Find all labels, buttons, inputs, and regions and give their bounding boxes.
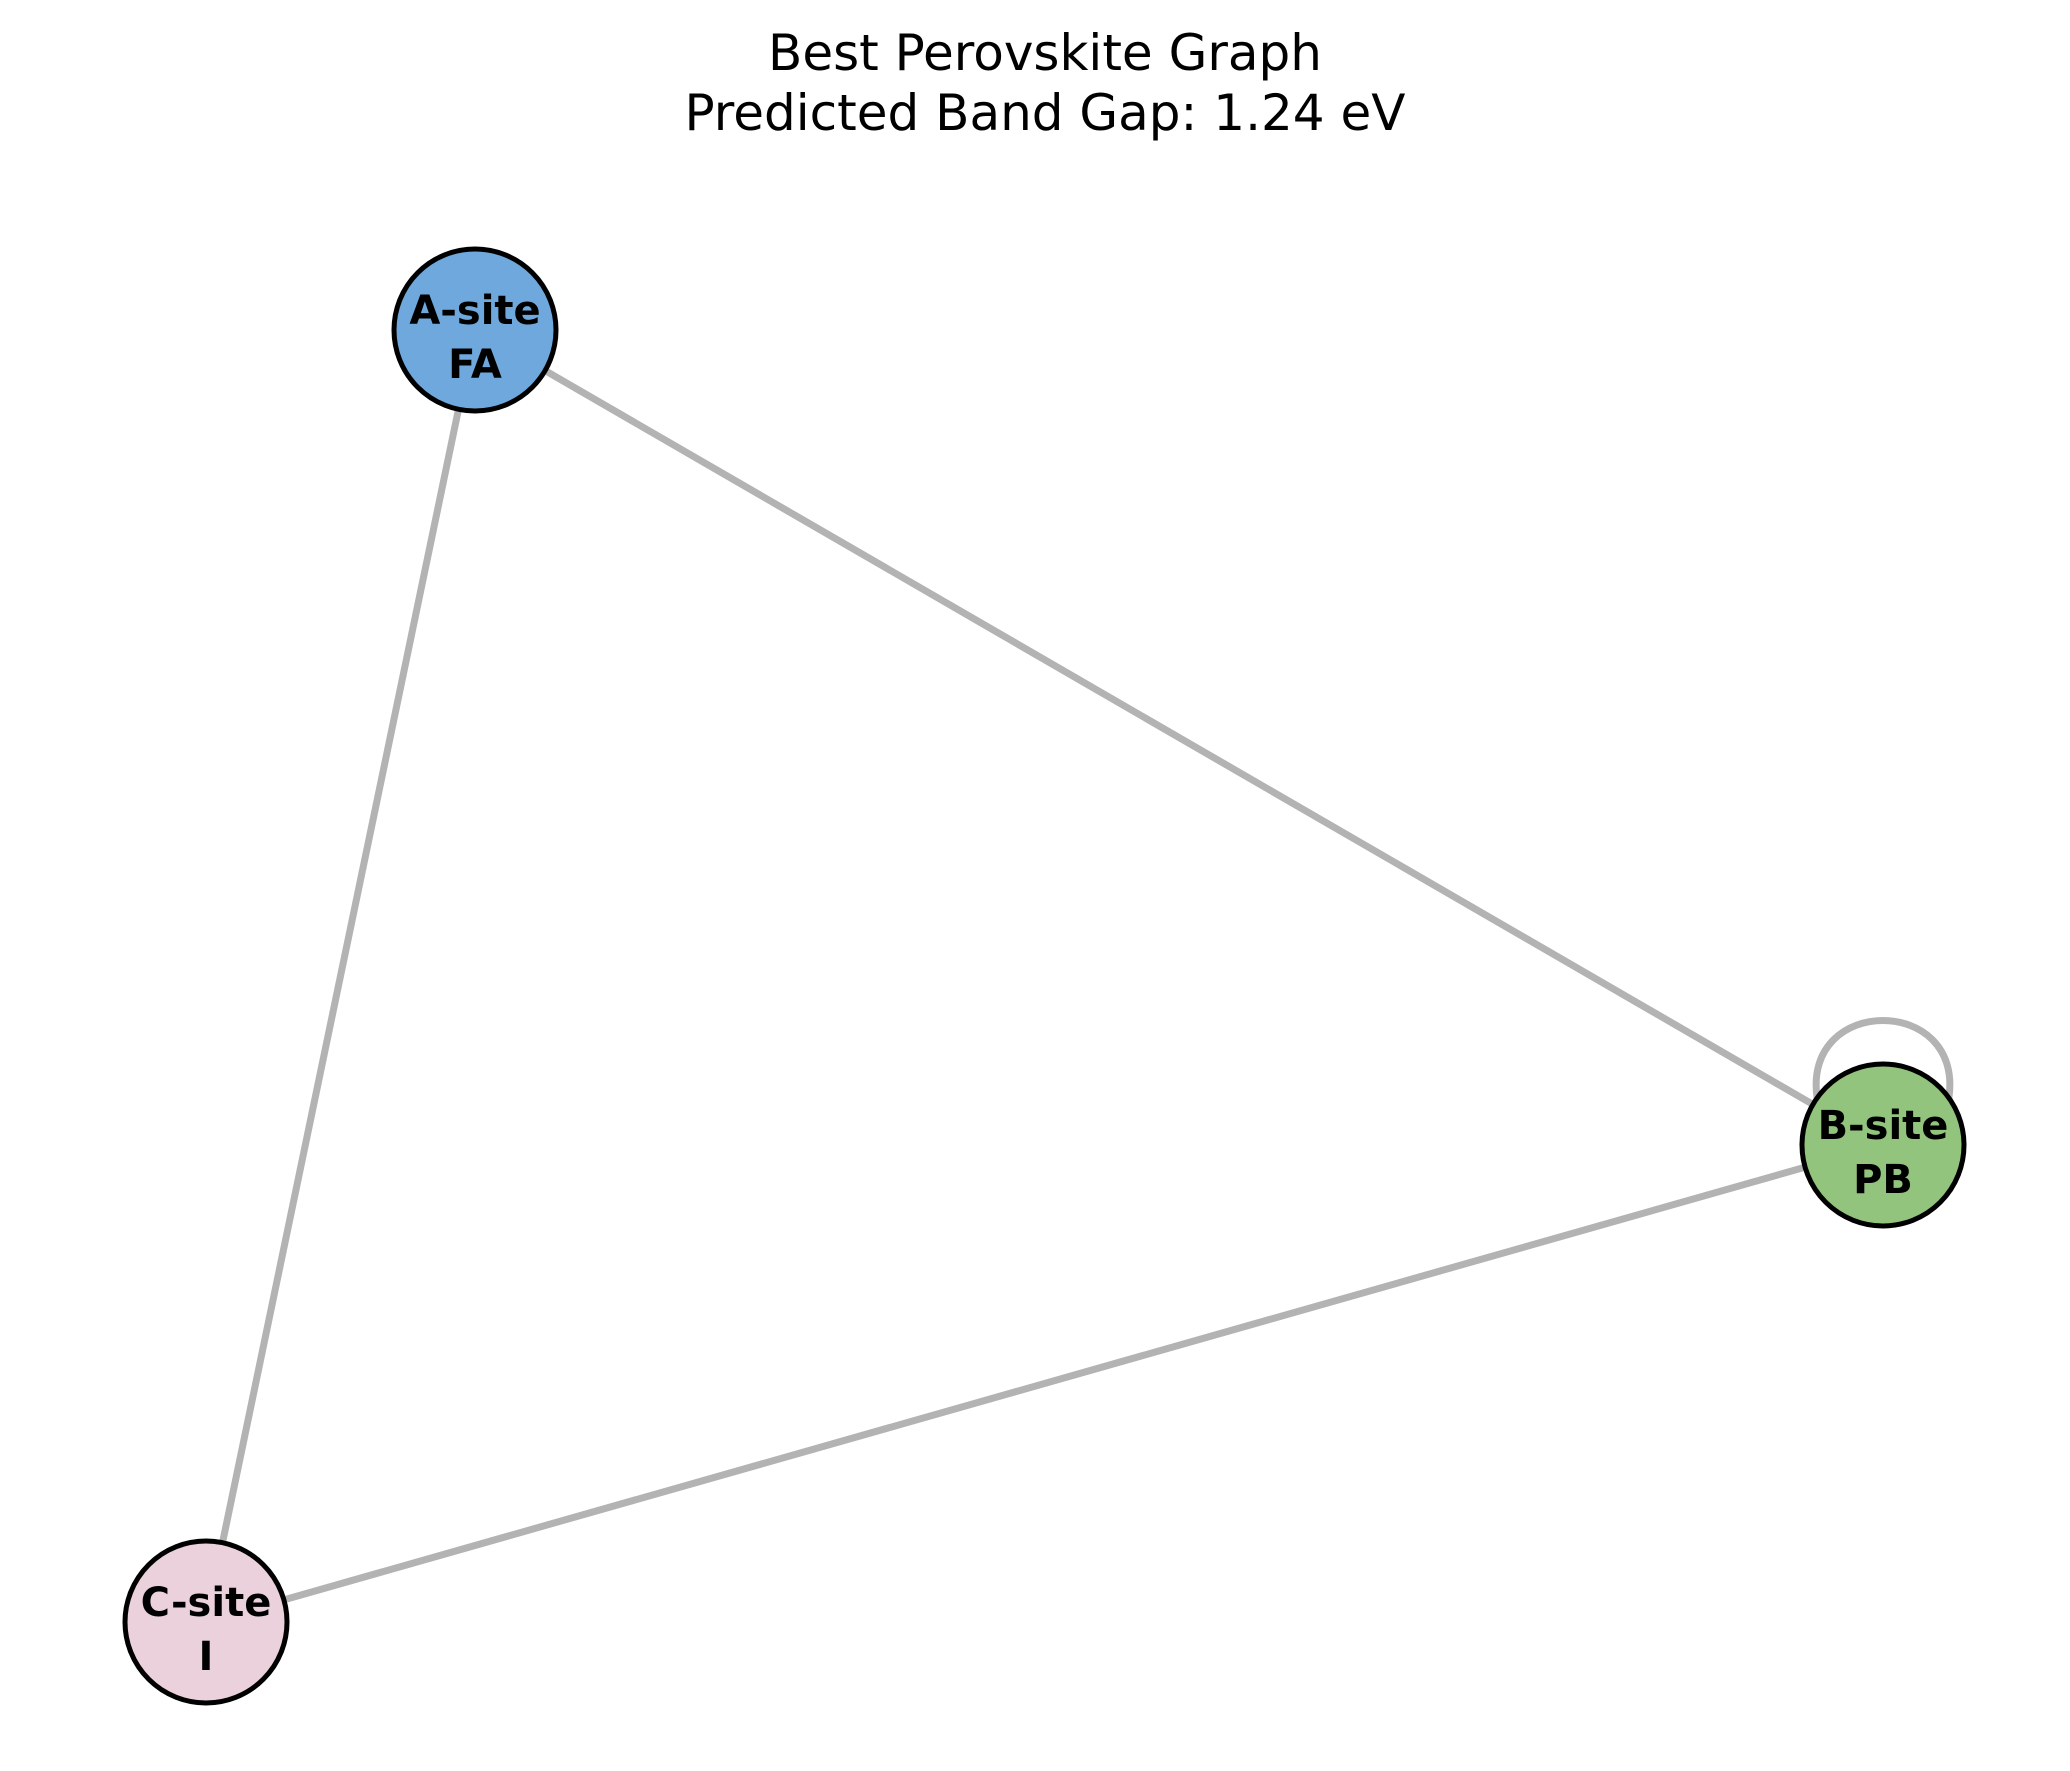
chart-title: Best Perovskite Graph Predicted Band Gap… [685, 24, 1406, 142]
node-b-species-label: PB [1853, 1157, 1913, 1203]
node-b-site-label: B-site [1818, 1103, 1949, 1149]
edge-b-c [202, 1141, 1887, 1626]
title-line-1: Best Perovskite Graph [768, 24, 1322, 82]
title-line-2: Predicted Band Gap: 1.24 eV [685, 84, 1406, 142]
node-c-site-label: C-site [141, 1580, 272, 1626]
node-b-site: B-site PB [1799, 1061, 1967, 1229]
node-a-species-label: FA [448, 342, 502, 388]
edge-b-self-loop [1812, 1017, 1954, 1101]
node-b-circle [1799, 1061, 1967, 1229]
edge-a-b [471, 326, 1887, 1149]
node-c-circle [122, 1538, 290, 1706]
node-c-site: C-site I [122, 1538, 290, 1706]
edges-layer [202, 326, 1954, 1626]
node-a-site-label: A-site [409, 288, 540, 334]
node-a-site: A-site FA [391, 246, 559, 414]
nodes-layer: A-site FA B-site PB C-site I [122, 246, 1967, 1706]
node-c-species-label: I [199, 1634, 214, 1680]
edge-a-c [202, 326, 479, 1626]
node-a-circle [391, 246, 559, 414]
